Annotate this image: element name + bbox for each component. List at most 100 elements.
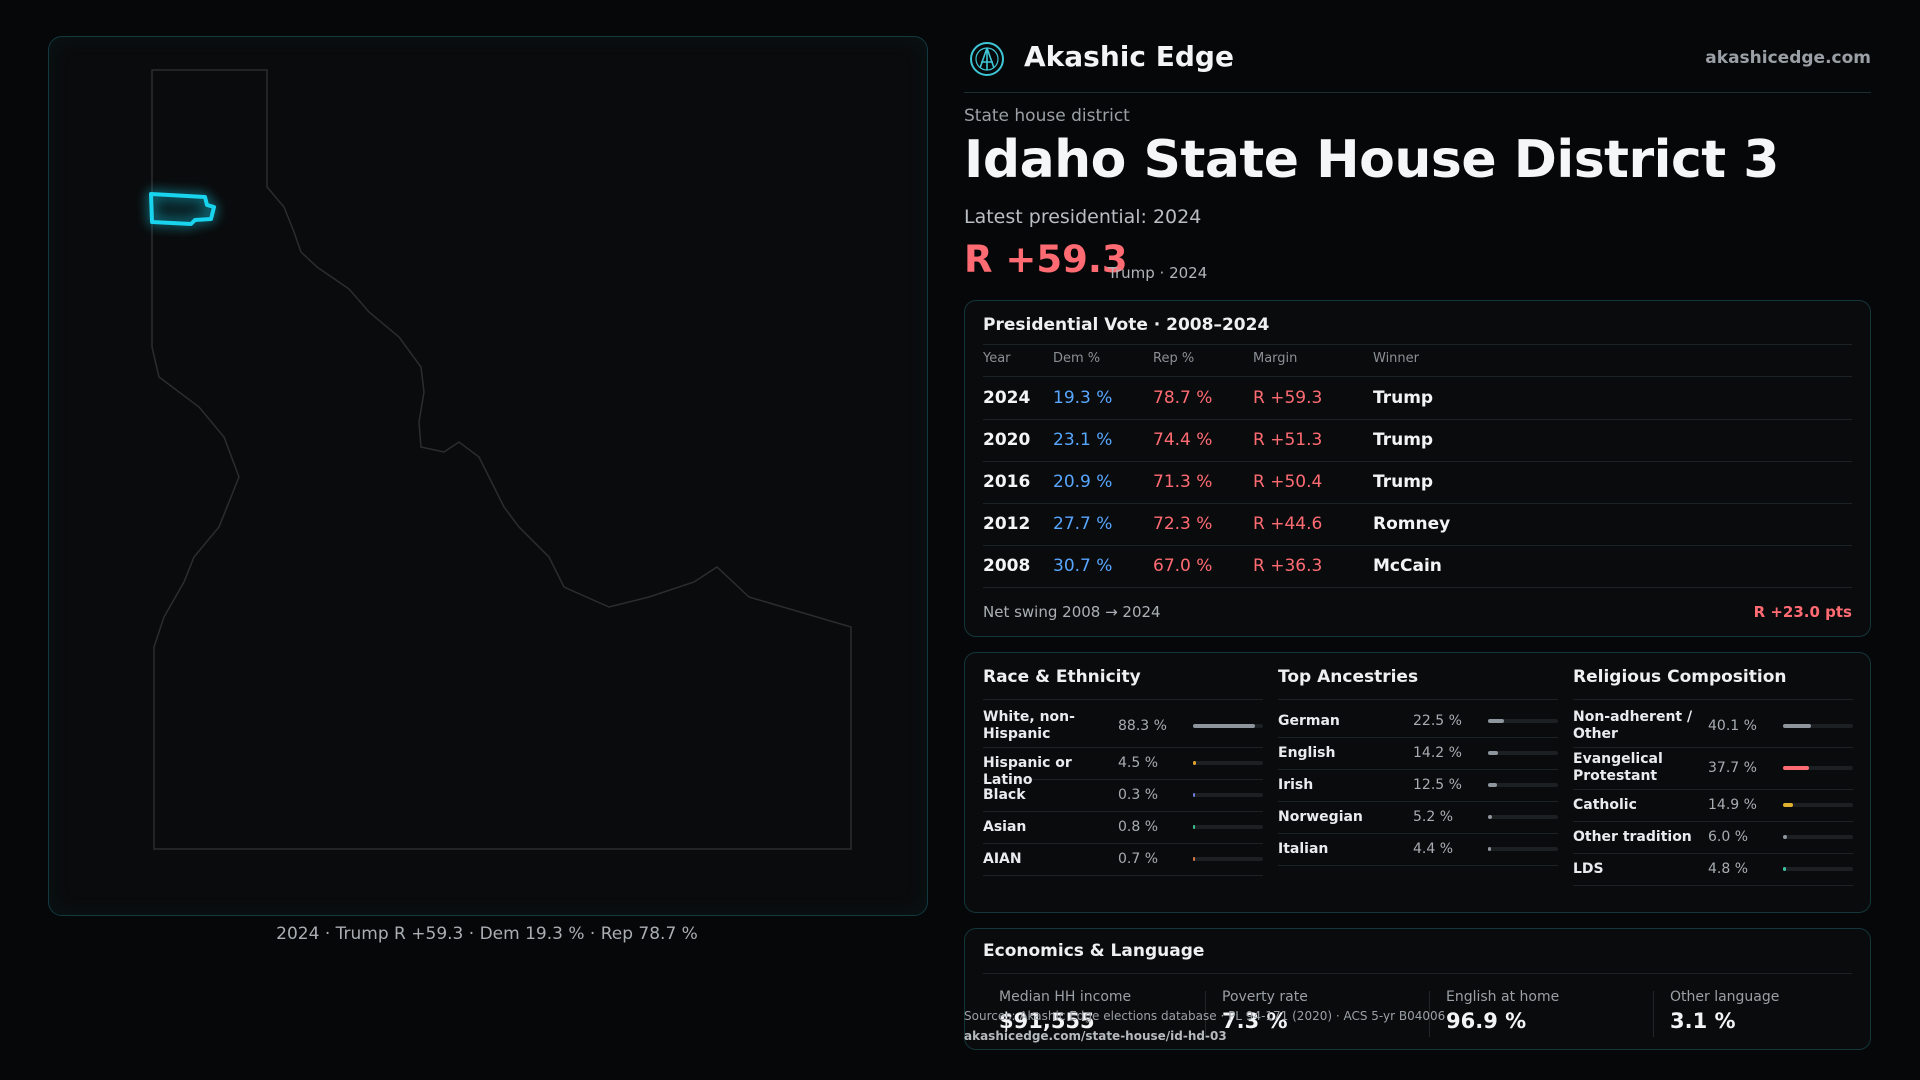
divider <box>1653 991 1654 1037</box>
item-bar-fill <box>1783 724 1812 728</box>
item-bar <box>1783 867 1853 871</box>
idaho-outline <box>151 69 852 850</box>
table-row[interactable]: 2012 27.7 % 72.3 % R +44.6 Romney <box>983 503 1852 546</box>
item-bar <box>1783 766 1853 770</box>
row-margin: R +51.3 <box>1253 430 1323 450</box>
list-item[interactable]: White, non-Hispanic 88.3 % <box>983 705 1263 748</box>
item-label: Other tradition <box>1573 829 1692 845</box>
item-bar-fill <box>1193 825 1195 829</box>
race-ethnicity-title: Race & Ethnicity <box>983 667 1141 687</box>
list-item[interactable]: Hispanic or Latino 4.5 % <box>983 747 1263 788</box>
list-item[interactable]: Italian 4.4 % <box>1278 833 1558 866</box>
item-label: Evangelical Protestant <box>1573 751 1663 784</box>
row-margin: R +36.3 <box>1253 556 1323 576</box>
district-3-outline[interactable] <box>149 192 216 226</box>
col-year: Year <box>983 351 1011 366</box>
stat-value: 96.9 % <box>1446 1009 1527 1033</box>
list-item[interactable]: Irish 12.5 % <box>1278 769 1558 802</box>
stat-other-language: Other language 3.1 % <box>1670 989 1890 1033</box>
row-winner: Trump <box>1373 430 1434 450</box>
list-item[interactable]: Evangelical Protestant 37.7 % <box>1573 747 1853 790</box>
item-value: 14.2 % <box>1413 744 1462 761</box>
item-label: Catholic <box>1573 797 1637 813</box>
row-winner: Trump <box>1373 388 1434 408</box>
item-value: 12.5 % <box>1413 776 1462 793</box>
row-dem: 27.7 % <box>1053 514 1113 534</box>
item-bar <box>1488 847 1558 851</box>
item-label: Norwegian <box>1278 809 1363 825</box>
source-url-link[interactable]: akashicedge.com/state-house/id-hd-03 <box>964 1029 1227 1043</box>
item-value: 5.2 % <box>1413 808 1454 825</box>
row-year: 2020 <box>983 430 1031 450</box>
table-row[interactable]: 2016 20.9 % 71.3 % R +50.4 Trump <box>983 461 1852 504</box>
stat-value: $91,555 <box>999 1009 1095 1033</box>
presidential-vote-card: Presidential Vote · 2008–2024 Year Dem %… <box>964 300 1871 637</box>
divider <box>1429 991 1430 1037</box>
stat-label: English at home <box>1446 989 1560 1005</box>
item-value: 0.3 % <box>1118 786 1159 803</box>
item-bar-fill <box>1783 835 1788 839</box>
col-dem: Dem % <box>1053 351 1101 366</box>
latest-presidential-label: Latest presidential: 2024 <box>964 206 1202 228</box>
item-label: English <box>1278 745 1336 761</box>
item-bar-fill <box>1193 857 1195 861</box>
table-row[interactable]: 2020 23.1 % 74.4 % R +51.3 Trump <box>983 419 1852 462</box>
list-item[interactable]: Other tradition 6.0 % <box>1573 821 1853 854</box>
item-value: 0.8 % <box>1118 818 1159 835</box>
map-panel[interactable] <box>48 36 928 916</box>
economics-title: Economics & Language <box>983 941 1205 961</box>
list-item[interactable]: AIAN 0.7 % <box>983 843 1263 876</box>
item-value: 4.8 % <box>1708 860 1749 877</box>
row-rep: 72.3 % <box>1153 514 1213 534</box>
item-bar-fill <box>1488 719 1504 723</box>
table-row[interactable]: 2008 30.7 % 67.0 % R +36.3 McCain <box>983 545 1852 588</box>
item-value: 6.0 % <box>1708 828 1749 845</box>
item-bar-fill <box>1783 803 1794 807</box>
col-margin: Margin <box>1253 351 1298 366</box>
item-label: Hispanic or Latino <box>983 755 1072 788</box>
akashic-edge-logo-icon[interactable] <box>968 40 1006 78</box>
stat-label: Median HH income <box>999 989 1132 1005</box>
list-item[interactable]: LDS 4.8 % <box>1573 853 1853 886</box>
race-ethnicity-column: Race & Ethnicity White, non-Hispanic 88.3… <box>983 653 1263 912</box>
divider <box>983 699 1263 700</box>
item-bar-fill <box>1193 724 1255 728</box>
list-item[interactable]: Black 0.3 % <box>983 779 1263 812</box>
row-year: 2024 <box>983 388 1031 408</box>
idaho-state-map <box>149 69 852 850</box>
headline-margin: R +59.3 <box>964 238 1128 281</box>
list-item[interactable]: Catholic 14.9 % <box>1573 789 1853 822</box>
table-row[interactable]: 2024 19.3 % 78.7 % R +59.3 Trump <box>983 377 1852 420</box>
item-value: 37.7 % <box>1708 759 1757 776</box>
item-label: Irish <box>1278 777 1314 793</box>
row-rep: 78.7 % <box>1153 388 1213 408</box>
list-item[interactable]: Non-adherent / Other 40.1 % <box>1573 705 1853 748</box>
item-bar <box>1783 835 1853 839</box>
item-value: 14.9 % <box>1708 796 1757 813</box>
ancestries-column: Top Ancestries German 22.5 % English 14.2 %… <box>1278 653 1558 912</box>
list-item[interactable]: Asian 0.8 % <box>983 811 1263 844</box>
item-label: Italian <box>1278 841 1329 857</box>
item-label: LDS <box>1573 861 1604 877</box>
row-rep: 67.0 % <box>1153 556 1213 576</box>
list-item[interactable]: English 14.2 % <box>1278 737 1558 770</box>
item-bar-fill <box>1488 847 1492 851</box>
header: Akashic Edge akashicedge.com <box>964 36 1871 93</box>
stat-value: 3.1 % <box>1670 1009 1736 1033</box>
site-link[interactable]: akashicedge.com <box>1705 48 1871 68</box>
brand-name[interactable]: Akashic Edge <box>1024 40 1234 73</box>
item-bar-fill <box>1488 751 1498 755</box>
item-value: 40.1 % <box>1708 717 1757 734</box>
list-item[interactable]: Norwegian 5.2 % <box>1278 801 1558 834</box>
item-label: AIAN <box>983 851 1022 867</box>
item-bar-fill <box>1783 766 1810 770</box>
item-value: 4.4 % <box>1413 840 1454 857</box>
row-dem: 23.1 % <box>1053 430 1113 450</box>
stat-label: Poverty rate <box>1222 989 1308 1005</box>
row-year: 2012 <box>983 514 1031 534</box>
item-bar <box>1193 857 1263 861</box>
divider <box>983 973 1852 974</box>
list-item[interactable]: German 22.5 % <box>1278 705 1558 738</box>
item-bar-fill <box>1488 815 1492 819</box>
divider <box>1205 991 1206 1037</box>
